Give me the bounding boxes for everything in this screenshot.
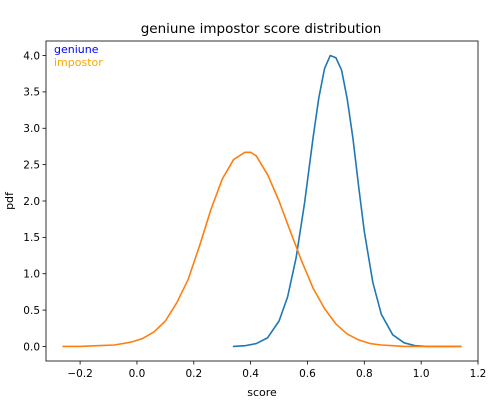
y-tick-label: 3.5 (23, 87, 40, 99)
y-tick-label: 1.0 (23, 269, 40, 281)
x-tick-label: 0.0 (129, 368, 146, 380)
y-tick-label: 2.5 (23, 159, 40, 171)
plot-frame (45, 40, 479, 362)
y-axis-ticks: 0.0 0.5 1.0 1.5 2.0 2.5 3.0 3.5 4.0 (23, 50, 46, 353)
legend: geniune impostor (54, 43, 103, 69)
y-tick-label: 0.0 (23, 341, 40, 353)
series-layer (62, 54, 462, 348)
x-tick-label: −0.2 (67, 368, 93, 380)
legend-item-geniune: geniune (54, 43, 99, 56)
y-tick-label: 0.5 (23, 305, 40, 317)
legend-item-impostor: impostor (54, 56, 103, 69)
x-tick-label: 1.0 (413, 368, 430, 380)
x-tick-label: 0.8 (356, 368, 373, 380)
chart-title: geniune impostor score distribution (141, 21, 382, 37)
x-tick-label: 0.2 (185, 368, 202, 380)
x-axis-ticks: −0.2 0.0 0.2 0.4 0.6 0.8 1.0 1.2 (67, 361, 486, 380)
x-tick-label: 1.2 (470, 368, 487, 380)
series-line-impostor (62, 151, 462, 348)
y-axis-label: pdf (3, 191, 16, 210)
y-tick-label: 1.5 (23, 232, 40, 244)
y-tick-label: 2.0 (23, 196, 40, 208)
x-tick-label: 0.4 (242, 368, 259, 380)
x-tick-label: 0.6 (299, 368, 316, 380)
x-axis-label: score (247, 386, 277, 399)
series-line-geniune (232, 54, 462, 348)
y-tick-label: 3.0 (23, 123, 40, 135)
y-tick-label: 4.0 (23, 50, 40, 62)
